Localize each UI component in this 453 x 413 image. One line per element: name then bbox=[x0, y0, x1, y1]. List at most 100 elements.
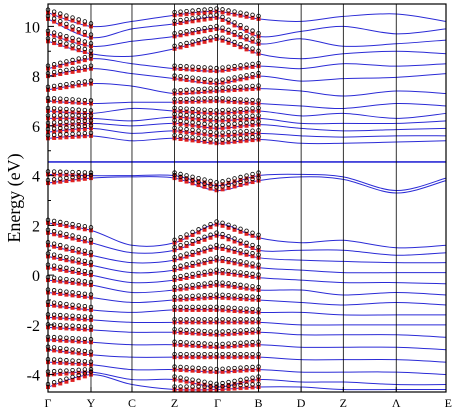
red-marker bbox=[178, 330, 183, 335]
red-marker bbox=[178, 367, 183, 372]
red-marker bbox=[184, 297, 189, 302]
circle-marker bbox=[226, 137, 231, 142]
circle-marker bbox=[190, 377, 195, 382]
circle-marker bbox=[226, 129, 231, 135]
red-marker bbox=[196, 262, 201, 267]
red-marker bbox=[196, 79, 201, 84]
circle-marker bbox=[226, 115, 231, 120]
red-marker bbox=[214, 81, 219, 86]
red-marker bbox=[178, 109, 183, 114]
circle-marker bbox=[208, 268, 213, 274]
circle-marker bbox=[226, 292, 231, 298]
red-marker bbox=[190, 181, 195, 186]
red-marker bbox=[220, 259, 225, 264]
red-marker bbox=[190, 331, 195, 336]
red-marker bbox=[76, 306, 81, 311]
red-marker bbox=[190, 343, 195, 348]
circle-marker bbox=[51, 177, 57, 182]
circle-marker bbox=[51, 369, 57, 374]
circle-marker bbox=[220, 7, 225, 12]
circle-marker bbox=[76, 80, 81, 85]
red-marker bbox=[190, 387, 195, 392]
circle-marker bbox=[214, 351, 219, 357]
red-marker bbox=[64, 371, 69, 376]
circle-marker bbox=[64, 231, 69, 237]
red-marker bbox=[226, 20, 231, 25]
red-marker bbox=[178, 122, 183, 127]
red-marker bbox=[184, 244, 189, 249]
red-marker bbox=[226, 185, 231, 190]
red-marker bbox=[244, 252, 249, 257]
band-line-26 bbox=[47, 349, 447, 363]
red-marker bbox=[190, 380, 195, 385]
red-marker bbox=[232, 139, 237, 144]
red-marker bbox=[250, 109, 255, 114]
circle-marker bbox=[178, 30, 183, 35]
red-marker bbox=[76, 177, 81, 182]
circle-marker bbox=[64, 265, 69, 271]
red-marker bbox=[220, 235, 225, 240]
circle-marker bbox=[244, 283, 249, 288]
red-marker bbox=[232, 132, 237, 137]
red-marker bbox=[52, 255, 57, 260]
circle-marker bbox=[196, 120, 201, 126]
circle-marker bbox=[82, 130, 88, 136]
red-marker bbox=[208, 28, 213, 33]
red-marker bbox=[214, 27, 219, 32]
bands-group bbox=[47, 10, 447, 391]
circle-marker bbox=[238, 121, 243, 126]
circle-marker bbox=[82, 248, 88, 253]
band-line-18 bbox=[47, 255, 446, 274]
red-marker bbox=[76, 260, 81, 265]
red-marker bbox=[64, 338, 69, 343]
circle-marker bbox=[178, 96, 183, 102]
red-marker bbox=[196, 285, 201, 290]
red-marker bbox=[58, 99, 63, 104]
red-marker bbox=[196, 90, 201, 95]
circle-marker bbox=[82, 79, 88, 84]
circle-marker bbox=[208, 304, 213, 310]
red-marker bbox=[76, 226, 81, 231]
circle-marker bbox=[226, 96, 231, 101]
red-marker bbox=[70, 316, 75, 321]
circle-marker bbox=[232, 378, 237, 384]
red-marker bbox=[238, 386, 243, 391]
circle-marker bbox=[70, 302, 75, 307]
red-marker bbox=[208, 332, 213, 337]
band-line-21 bbox=[47, 292, 447, 306]
red-marker bbox=[220, 271, 225, 276]
red-marker bbox=[208, 387, 213, 392]
red-marker bbox=[76, 40, 81, 45]
circle-marker bbox=[76, 107, 81, 112]
band-line-0 bbox=[47, 10, 447, 28]
circle-marker bbox=[196, 340, 201, 346]
circle-marker bbox=[58, 253, 63, 259]
circle-marker bbox=[82, 46, 88, 52]
red-marker bbox=[184, 109, 189, 114]
red-marker bbox=[250, 31, 255, 36]
y-tick-label: -2 bbox=[27, 318, 40, 335]
red-marker bbox=[238, 241, 243, 246]
red-marker bbox=[202, 124, 207, 129]
circle-marker bbox=[58, 132, 63, 137]
circle-marker bbox=[250, 306, 255, 312]
red-marker bbox=[52, 109, 57, 114]
red-marker bbox=[208, 295, 213, 300]
red-marker bbox=[226, 369, 231, 374]
circle-marker bbox=[250, 261, 255, 266]
red-marker bbox=[226, 79, 231, 84]
red-marker bbox=[70, 27, 75, 32]
circle-marker bbox=[220, 122, 225, 128]
circle-marker bbox=[250, 113, 255, 118]
red-marker bbox=[76, 370, 81, 375]
circle-marker bbox=[64, 376, 69, 381]
red-marker bbox=[208, 344, 213, 349]
red-marker bbox=[250, 15, 255, 20]
red-marker bbox=[70, 116, 75, 121]
circle-marker bbox=[244, 34, 249, 39]
circle-marker bbox=[244, 106, 249, 111]
circle-marker bbox=[244, 178, 249, 183]
red-marker bbox=[64, 178, 69, 183]
red-marker bbox=[70, 339, 75, 344]
